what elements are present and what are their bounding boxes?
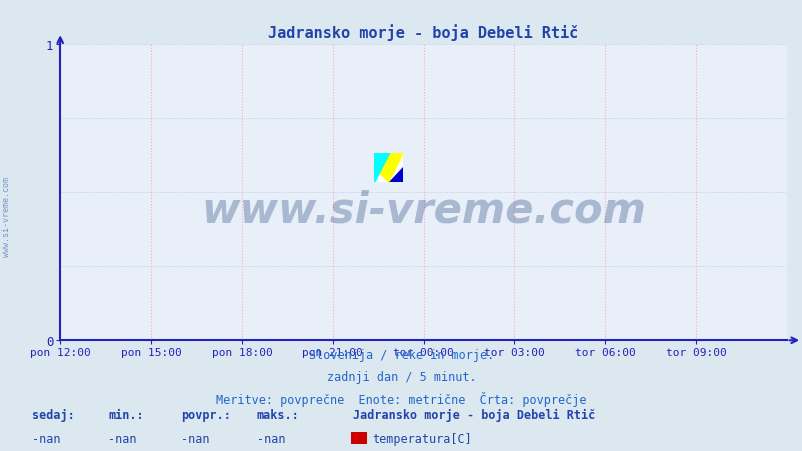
Text: Meritve: povprečne  Enote: metrične  Črta: povprečje: Meritve: povprečne Enote: metrične Črta:…	[216, 391, 586, 406]
Text: -nan: -nan	[108, 432, 136, 445]
Polygon shape	[388, 168, 403, 183]
Text: -nan: -nan	[180, 432, 209, 445]
Text: -nan: -nan	[32, 432, 60, 445]
Text: sedaj:: sedaj:	[32, 408, 75, 421]
Text: Slovenija / reke in morje.: Slovenija / reke in morje.	[309, 348, 493, 361]
Text: www.si-vreme.com: www.si-vreme.com	[2, 177, 11, 256]
Polygon shape	[374, 153, 388, 183]
Title: Jadransko morje - boja Debeli Rtič: Jadransko morje - boja Debeli Rtič	[268, 24, 578, 41]
Text: -nan: -nan	[257, 432, 285, 445]
Text: min.:: min.:	[108, 408, 144, 421]
Text: povpr.:: povpr.:	[180, 408, 230, 421]
Text: Jadransko morje - boja Debeli Rtič: Jadransko morje - boja Debeli Rtič	[353, 408, 595, 421]
Text: www.si-vreme.com: www.si-vreme.com	[200, 189, 646, 231]
Polygon shape	[374, 153, 403, 183]
Polygon shape	[374, 153, 403, 183]
Text: zadnji dan / 5 minut.: zadnji dan / 5 minut.	[326, 370, 476, 383]
Text: maks.:: maks.:	[257, 408, 299, 421]
Text: temperatura[C]: temperatura[C]	[371, 432, 471, 445]
